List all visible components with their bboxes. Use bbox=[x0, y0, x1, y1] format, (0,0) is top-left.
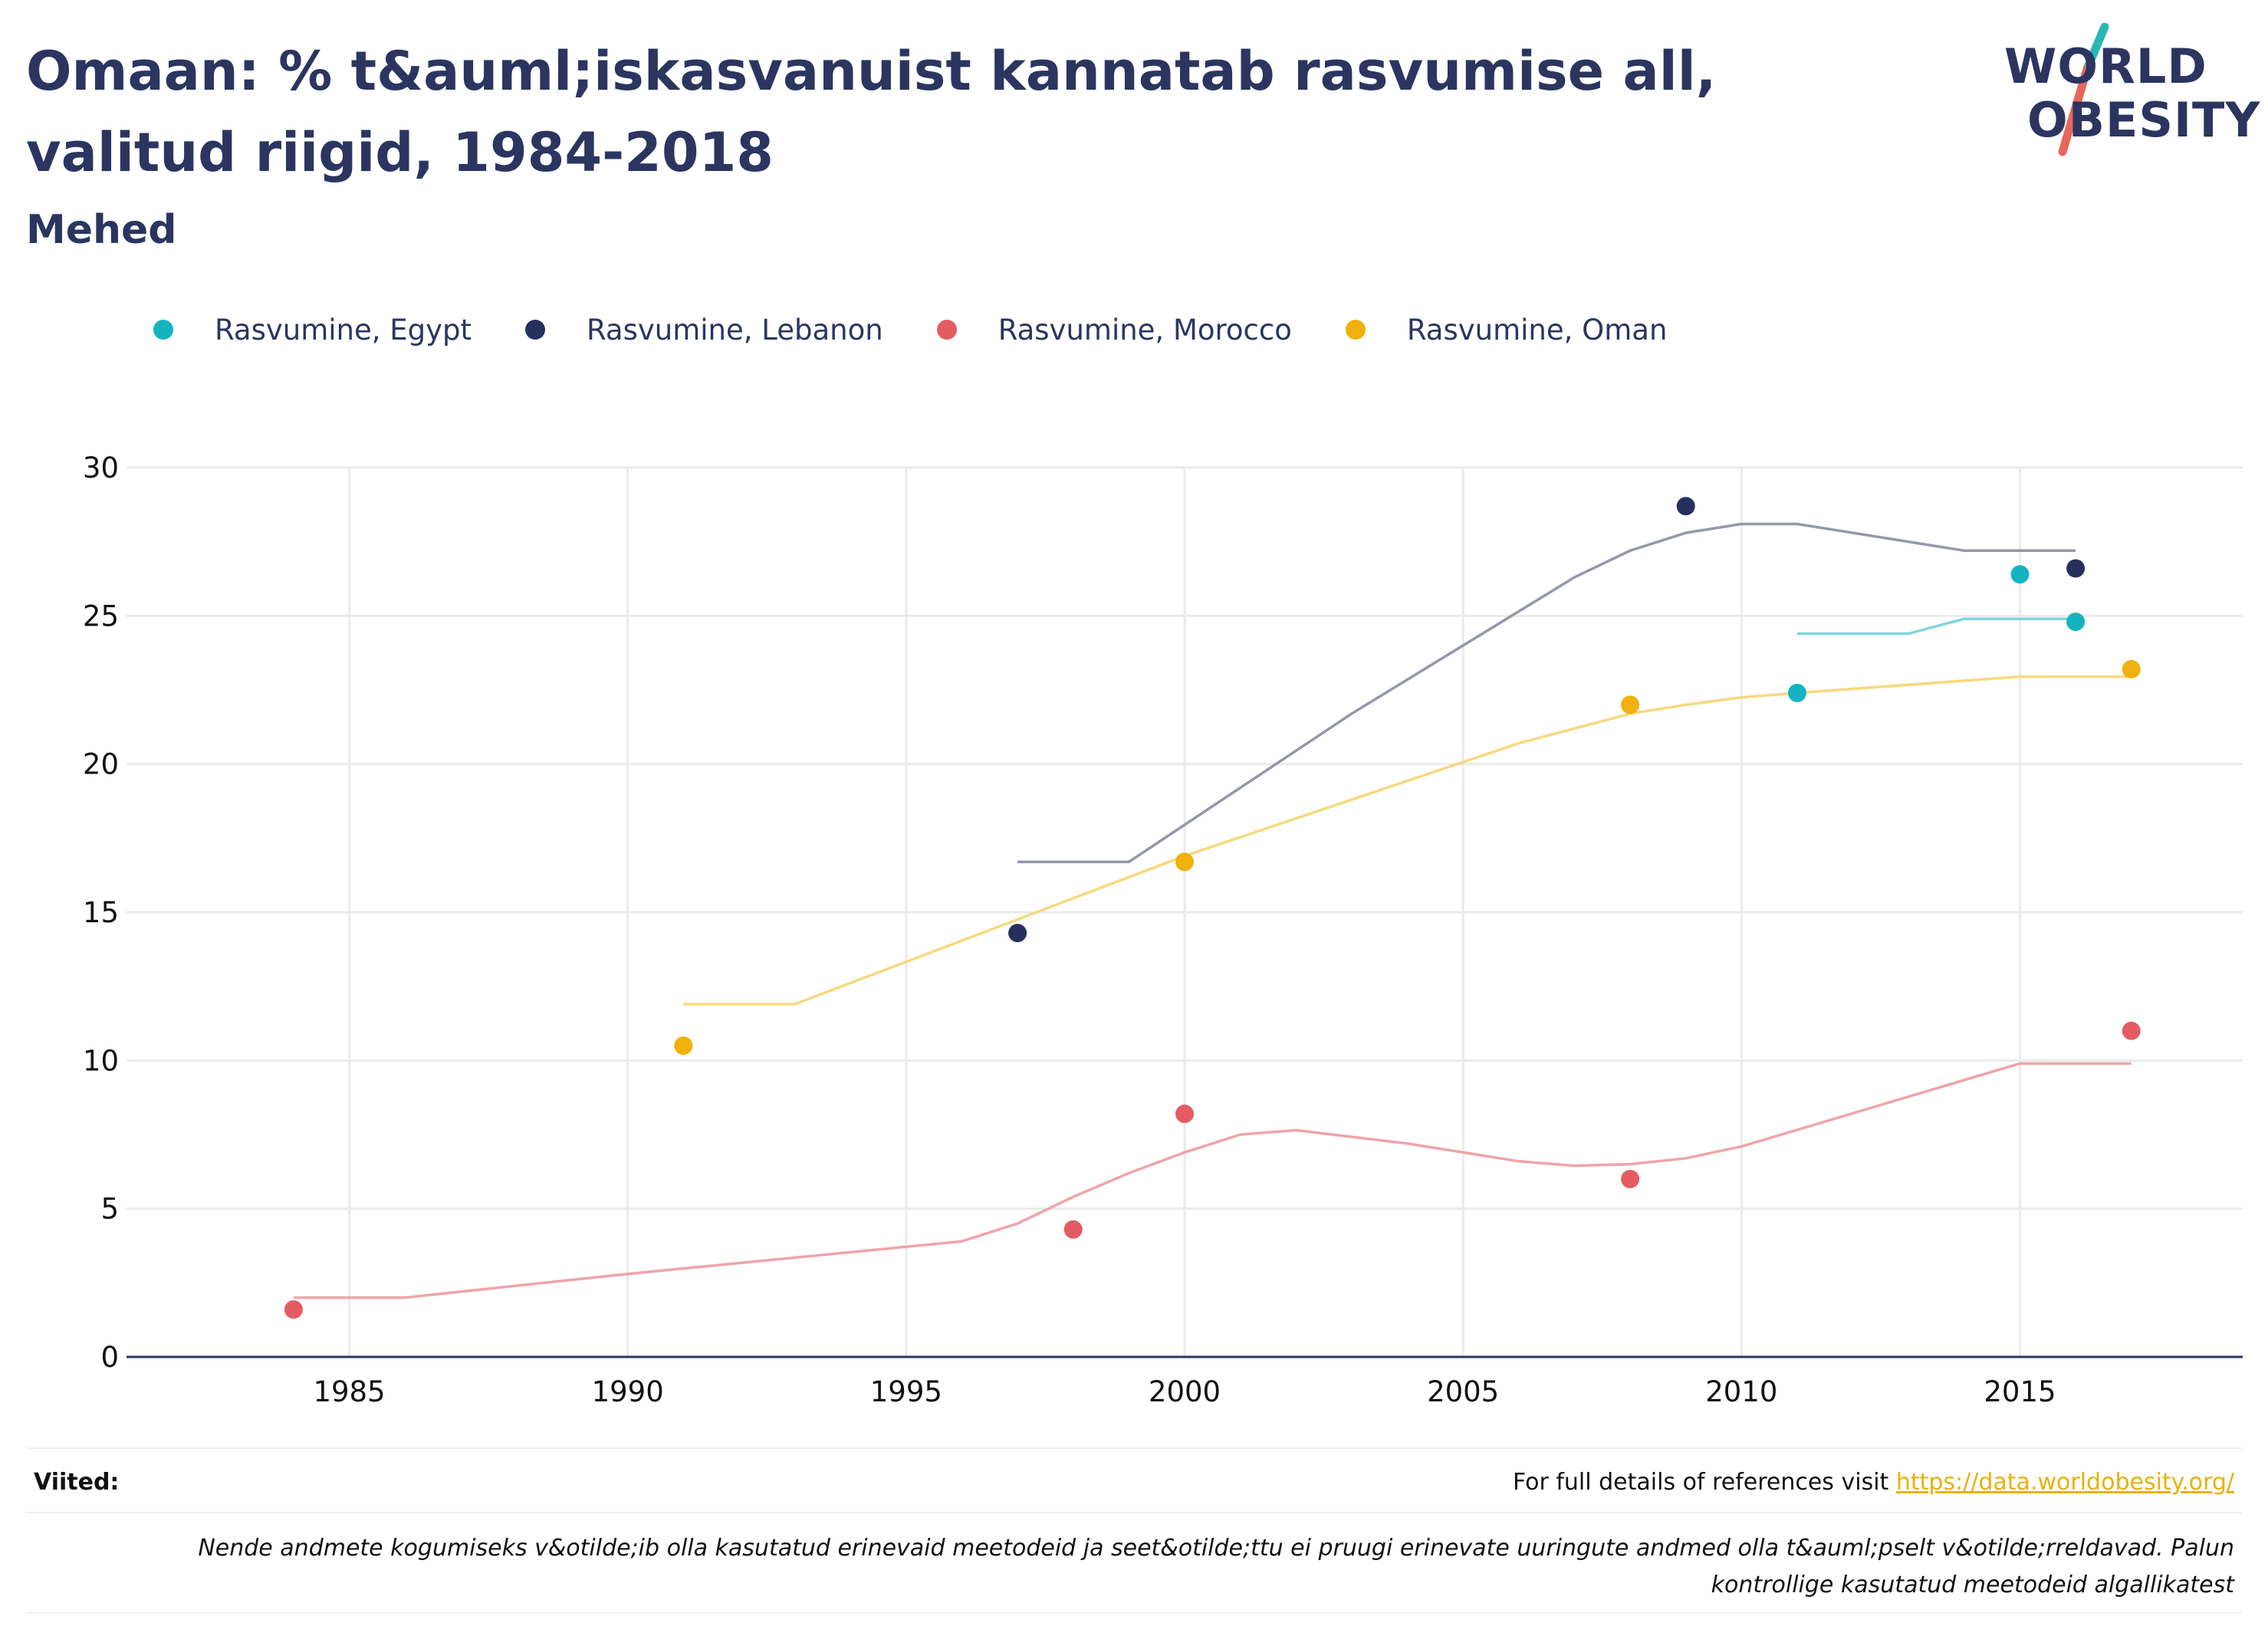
legend-label-lebanon: Rasvumine, Lebanon bbox=[587, 313, 883, 347]
y-tick-label: 30 bbox=[83, 452, 119, 485]
data-point-egypt bbox=[1787, 683, 1806, 702]
methodology-note: Nende andmete kogumiseks v&otilde;ib oll… bbox=[198, 1535, 2234, 1598]
x-tick-label: 1990 bbox=[592, 1375, 664, 1408]
chart-legend: Rasvumine, Egypt Rasvumine, Lebanon Rasv… bbox=[153, 307, 1721, 353]
data-point-morocco bbox=[1621, 1170, 1640, 1188]
footer-divider-bottom bbox=[26, 1612, 2242, 1614]
data-point-oman bbox=[1621, 695, 1640, 714]
data-point-egypt bbox=[2066, 613, 2086, 632]
legend-marker-lebanon bbox=[525, 320, 546, 340]
legend-label-morocco: Rasvumine, Morocco bbox=[998, 313, 1292, 347]
logo-word-1: WORLD bbox=[2004, 38, 2207, 94]
data-point-lebanon bbox=[2066, 559, 2086, 578]
data-point-morocco bbox=[2122, 1021, 2141, 1040]
trend-line-oman bbox=[683, 675, 2132, 1006]
legend-marker-oman bbox=[1345, 320, 1366, 340]
legend-label-oman: Rasvumine, Oman bbox=[1406, 313, 1668, 347]
x-tick-label: 2000 bbox=[1149, 1375, 1221, 1408]
footer-divider-top bbox=[26, 1447, 2242, 1449]
world-obesity-logo: WORLD OBESITY bbox=[2001, 23, 2260, 161]
trend-line-lebanon bbox=[1017, 522, 2076, 864]
chart-plot-area: 1985 1990 1995 2000 2005 2010 2015 0 5 10 15 20 25 30 bbox=[83, 452, 2243, 1408]
data-point-egypt bbox=[2010, 565, 2030, 584]
chart-subtitle: Mehed bbox=[26, 207, 177, 253]
y-tick-label: 25 bbox=[83, 599, 119, 632]
references-prefix: For full details of references visit bbox=[1512, 1469, 1896, 1496]
logo-word-2: OBESITY bbox=[2027, 92, 2261, 148]
data-point-lebanon bbox=[1008, 924, 1027, 943]
legend-item-lebanon[interactable]: Rasvumine, Lebanon bbox=[525, 314, 883, 347]
data-point-morocco bbox=[284, 1300, 303, 1319]
logo-slash-icon bbox=[2058, 23, 2109, 156]
references-text: For full details of references visit htt… bbox=[1513, 1469, 2234, 1496]
data-point-oman bbox=[2122, 659, 2141, 678]
chart-title: Omaan: % t&auml;iskasvanuist kannatab ra… bbox=[26, 40, 1717, 184]
data-point-morocco bbox=[1175, 1104, 1194, 1123]
legend-item-morocco[interactable]: Rasvumine, Morocco bbox=[936, 313, 1292, 347]
x-tick-label: 1995 bbox=[870, 1375, 942, 1408]
x-tick-label: 2015 bbox=[1984, 1375, 2056, 1408]
y-tick-label: 5 bbox=[100, 1193, 119, 1226]
x-tick-label: 2005 bbox=[1427, 1375, 1499, 1408]
x-tick-label: 2010 bbox=[1705, 1375, 1777, 1408]
footer-divider-middle bbox=[26, 1512, 2242, 1513]
y-tick-label: 15 bbox=[83, 896, 119, 929]
trend-line-egypt bbox=[1796, 617, 2076, 636]
y-tick-label: 0 bbox=[100, 1341, 119, 1374]
x-tick-label: 1985 bbox=[313, 1375, 385, 1408]
legend-label-egypt: Rasvumine, Egypt bbox=[215, 313, 472, 347]
legend-marker-egypt bbox=[153, 320, 173, 340]
data-point-morocco bbox=[1063, 1220, 1083, 1239]
data-point-oman bbox=[1175, 852, 1194, 872]
data-point-lebanon bbox=[1676, 497, 1695, 516]
references-link[interactable]: https://data.worldobesity.org/ bbox=[1895, 1469, 2234, 1496]
trend-line-morocco bbox=[293, 1062, 2132, 1299]
data-point-oman bbox=[674, 1036, 693, 1055]
references-label: Viited: bbox=[34, 1469, 120, 1496]
y-tick-label: 20 bbox=[83, 748, 119, 781]
legend-marker-morocco bbox=[936, 320, 957, 340]
legend-item-egypt[interactable]: Rasvumine, Egypt bbox=[153, 314, 472, 347]
y-tick-label: 10 bbox=[83, 1044, 119, 1077]
legend-item-oman[interactable]: Rasvumine, Oman bbox=[1345, 313, 1668, 347]
